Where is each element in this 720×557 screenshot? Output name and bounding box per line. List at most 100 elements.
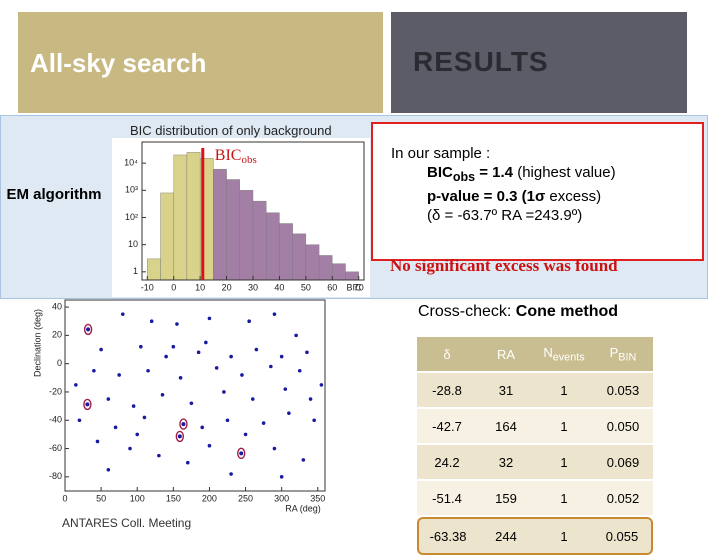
event xyxy=(308,397,313,401)
x-tick-label: -10 xyxy=(141,282,154,292)
text: excess) xyxy=(545,188,602,205)
y-tick-label: -20 xyxy=(49,386,62,396)
table: δ RA Nevents PBIN -28.8 31 1 0.053 -42.7 164 1 0.05… xyxy=(417,335,653,557)
bar xyxy=(252,200,267,281)
event xyxy=(171,344,176,349)
event xyxy=(128,446,132,451)
event xyxy=(157,453,161,458)
method-label: EM algorithm xyxy=(6,186,102,203)
event xyxy=(279,354,284,359)
event xyxy=(204,340,208,345)
event xyxy=(200,425,205,430)
event xyxy=(229,354,233,359)
x-axis-label: RA (deg) xyxy=(285,503,321,513)
text: (highest value) xyxy=(513,164,616,181)
x-tick-label: 20 xyxy=(222,282,232,292)
highlight xyxy=(83,398,92,411)
event xyxy=(239,451,244,456)
event xyxy=(92,368,96,373)
event xyxy=(177,434,182,439)
x-tick-label: 0 xyxy=(171,282,176,292)
y-tick-label: 40 xyxy=(52,301,62,311)
event xyxy=(146,368,150,373)
event xyxy=(139,344,143,349)
text: δ xyxy=(443,346,451,362)
event xyxy=(229,472,233,476)
bar xyxy=(318,255,333,281)
event xyxy=(247,319,251,324)
x-tick-label: 60 xyxy=(327,282,337,292)
x-tick-label: 40 xyxy=(274,282,284,292)
event xyxy=(225,418,230,423)
text: (δ = -63.7º RA =243.9º) xyxy=(427,207,583,224)
cell: 1 xyxy=(535,481,593,515)
event xyxy=(261,421,266,425)
text: = 1.4 xyxy=(475,164,514,181)
header-cell: RA xyxy=(477,337,535,371)
event xyxy=(77,418,82,423)
conclusion: No significant excess was found xyxy=(390,256,618,275)
cell: 1 xyxy=(535,517,593,555)
event xyxy=(181,422,186,427)
event xyxy=(95,439,100,444)
cell: 1 xyxy=(535,373,593,407)
text: σ xyxy=(534,188,546,205)
event xyxy=(207,316,212,321)
row: -42.7 164 1 0.050 xyxy=(417,409,653,443)
bar xyxy=(147,258,161,281)
bar xyxy=(213,168,227,281)
y-tick-label: 0 xyxy=(57,358,62,368)
event xyxy=(243,432,248,437)
text: BICobs = 1.4 (highest value) xyxy=(391,163,702,187)
y-tick-label: 10 xyxy=(128,239,138,249)
row: -63.38 244 1 0.055 xyxy=(417,517,653,555)
event xyxy=(178,376,183,380)
footer: ANTARES Coll. Meeting xyxy=(62,516,192,530)
cell: 0.052 xyxy=(593,481,653,515)
text: Cross-check: xyxy=(418,303,516,320)
event xyxy=(250,397,255,401)
event xyxy=(106,397,111,401)
event xyxy=(312,418,316,423)
event xyxy=(106,467,111,472)
event xyxy=(160,392,165,397)
y-axis-label: Declination (deg) xyxy=(32,309,42,377)
skymap: 0 50 100 150 200 250 300 350 -80 -60 -40 -20 0 20 40 RA… xyxy=(32,299,326,513)
event xyxy=(319,383,324,387)
event xyxy=(297,368,302,373)
text: BIC xyxy=(427,164,453,181)
annotation: BICobs xyxy=(215,147,257,166)
y-tick-label: 10⁴ xyxy=(124,158,138,168)
y-tick-label: 20 xyxy=(52,330,62,340)
text: N xyxy=(543,344,553,360)
event xyxy=(272,312,277,316)
y-tick-label: -80 xyxy=(49,471,62,481)
frame xyxy=(64,299,326,492)
event xyxy=(301,458,306,462)
event xyxy=(131,404,136,408)
y-tick-label: -60 xyxy=(49,443,62,453)
cell: 0.053 xyxy=(593,373,653,407)
x-tick-label: 50 xyxy=(96,493,106,503)
cell: -51.4 xyxy=(417,481,477,515)
cell: 31 xyxy=(477,373,535,407)
cell: 159 xyxy=(477,481,535,515)
text: p-value = 0.3 (1σ excess) xyxy=(391,187,702,206)
x-tick-label: 200 xyxy=(202,493,217,503)
header-cell: PBIN xyxy=(593,337,653,371)
event xyxy=(214,366,219,370)
cell: 1 xyxy=(535,409,593,443)
title: RESULTS xyxy=(413,46,549,77)
row: 24.2 32 1 0.069 xyxy=(417,445,653,479)
cell: -42.7 xyxy=(417,409,477,443)
x-tick-label: 10 xyxy=(195,282,205,292)
text: p-value = 0.3 (1 xyxy=(427,188,535,205)
highlight xyxy=(179,418,188,430)
highlight xyxy=(175,430,185,443)
event xyxy=(120,312,125,316)
event xyxy=(294,333,298,338)
event xyxy=(135,432,140,437)
text: obs xyxy=(452,170,476,184)
annotation-sub: obs xyxy=(241,154,256,166)
